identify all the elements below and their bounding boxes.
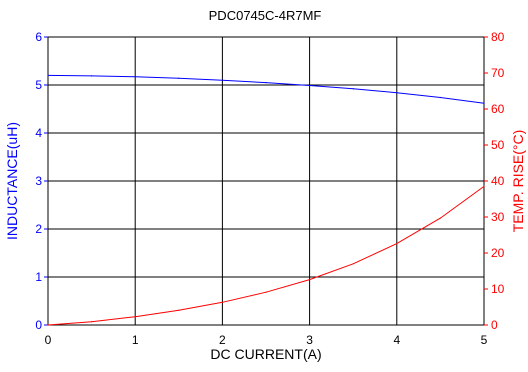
x-tick-label-1: 1 [132,333,139,347]
y-left-tick-label-4: 4 [35,126,42,140]
x-axis: 0 1 2 3 4 5 [45,333,488,347]
temp-rise-point-10 [483,185,485,187]
inductance-point-3 [178,77,180,79]
y-left-tick-label-2: 2 [35,222,42,236]
inductance-point-6 [309,84,311,87]
y-right-tick-label-4: 40 [491,174,505,188]
inductance-point-8 [396,92,398,94]
y-right-tick-label-1: 10 [491,282,505,296]
temp-rise-point-5 [265,291,267,293]
x-tick-label-0: 0 [45,333,52,347]
y-right-tick-label-3: 30 [491,210,505,224]
temp-rise-point-8 [396,243,398,245]
x-tick-label-3: 3 [306,333,313,347]
temp-rise-point-7 [352,263,354,265]
y-right-tick-label-6: 60 [491,102,505,116]
inductance-point-5 [265,82,267,84]
grid-lines [47,36,485,326]
y-axis-left-label: INDUCTANCE(uH) [4,122,20,240]
inductance-point-1 [91,75,93,77]
inductance-point-10 [483,102,485,104]
y-left-tick-label-6: 6 [35,30,42,44]
y-right-tick-label-2: 20 [491,246,505,260]
y-right-tick-label-5: 50 [491,138,505,152]
y-axis-right-label: TEMP. RISE(°C) [510,130,526,233]
x-tick-label-5: 5 [481,333,488,347]
x-tick-label-2: 2 [219,333,226,347]
y-left-tick-label-3: 3 [35,174,42,188]
chart-title: PDC0745C-4R7MF [209,8,322,23]
y-right-tick-label-0: 0 [491,318,498,332]
inductance-point-2 [134,76,136,78]
x-axis-label: DC CURRENT(A) [210,346,321,362]
temp-rise-line [47,185,485,326]
y-right-tick-label-7: 70 [491,66,505,80]
y-right-tick-label-8: 80 [491,30,505,44]
temp-rise-point-3 [178,309,180,311]
y-axis-left: 0 1 2 3 4 5 6 [35,30,48,332]
temp-rise-point-9 [439,217,441,219]
inductance-point-7 [352,88,354,90]
inductance-point-4 [221,79,223,81]
y-left-tick-label-5: 5 [35,78,42,92]
inductance-point-9 [439,96,441,99]
x-tick-label-4: 4 [393,333,400,347]
temp-rise-point-6 [309,279,311,281]
temp-rise-point-4 [221,301,223,303]
y-left-tick-label-0: 0 [35,318,42,332]
temp-rise-point-0 [47,324,49,326]
inductance-point-0 [47,74,49,76]
temp-rise-point-2 [134,316,136,318]
y-axis-right: 0 10 20 30 40 50 60 70 80 [484,30,505,332]
inductance-line [47,74,485,104]
y-left-tick-label-1: 1 [35,270,42,284]
series-group [47,74,485,326]
temp-rise-point-1 [91,321,93,323]
